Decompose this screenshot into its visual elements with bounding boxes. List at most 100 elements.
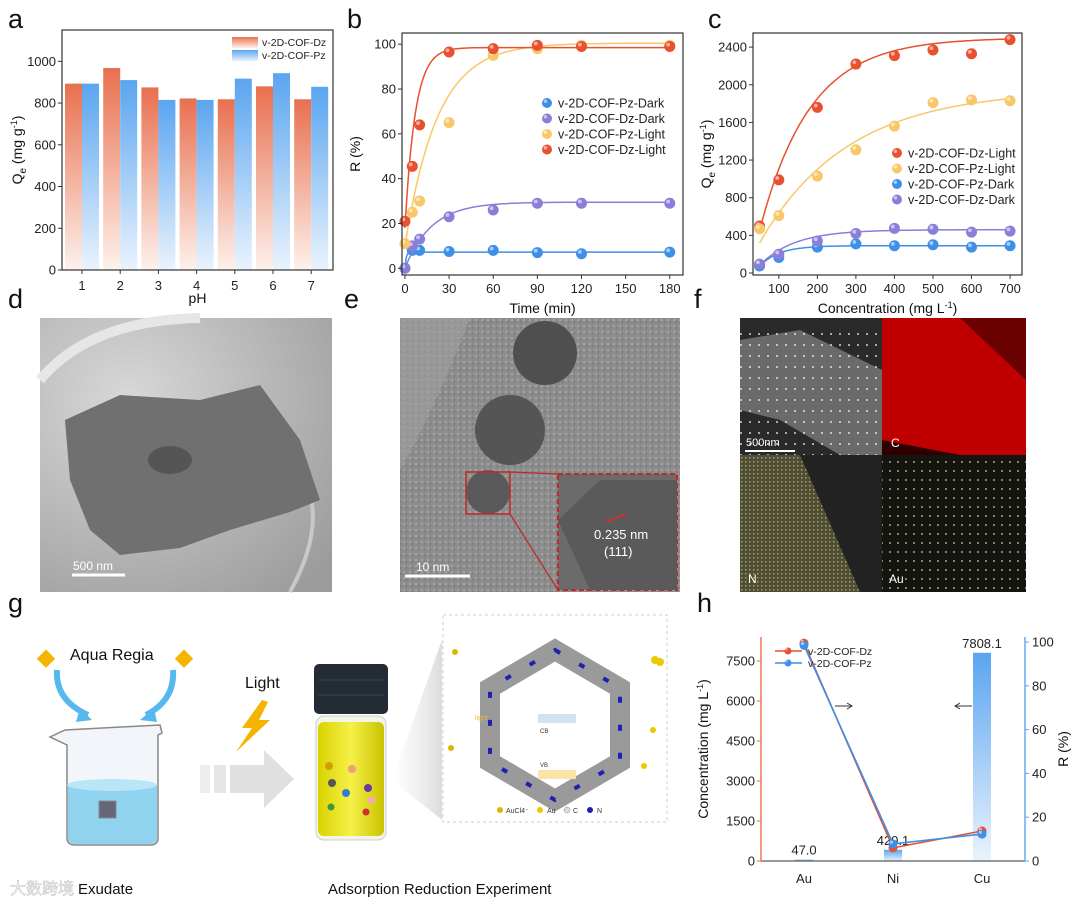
diamond-icon <box>36 649 56 668</box>
x-tick-label: Au <box>796 871 812 886</box>
y-axis-label: R (%) <box>347 136 363 172</box>
y-axis-label-left: Concentration (mg L-1) <box>695 679 711 819</box>
process-arrow-icon <box>200 750 294 808</box>
legend-label: v-2D-COF-Dz <box>262 37 326 49</box>
axis-label-close: ) <box>695 679 711 684</box>
chart-h-selectivity: 47.0Au420.1Ni7808.1Cuv-2D-COF-Dzv-2D-COF… <box>695 635 1071 886</box>
point-highlight <box>577 42 582 47</box>
point-highlight <box>666 199 671 204</box>
data-point <box>977 829 987 839</box>
axis-label-main: Concentration (mg L <box>818 300 945 316</box>
data-point <box>414 119 426 131</box>
point-highlight <box>775 250 780 255</box>
x-tick-label: 400 <box>884 281 906 296</box>
axis-label-main: Q <box>698 177 714 188</box>
data-point <box>406 206 418 218</box>
legend-label: v-2D-COF-Pz <box>262 50 326 62</box>
bar-dz-ph6 <box>256 86 273 270</box>
y-tick-label: 20 <box>1032 810 1046 825</box>
point-highlight <box>852 145 857 150</box>
bar-ni <box>884 849 902 861</box>
y-axis-label-right: R (%) <box>1055 731 1071 767</box>
x-tick-label: 3 <box>155 278 162 293</box>
data-point <box>892 179 902 189</box>
bar-cu <box>973 652 991 861</box>
axis-label-unit: (mg g <box>9 128 25 168</box>
bar-dz-ph7 <box>294 99 312 270</box>
point-highlight <box>785 659 788 663</box>
point-highlight <box>1006 242 1011 246</box>
point-highlight <box>852 229 857 234</box>
point-highlight <box>577 199 582 204</box>
panel-label-f: f <box>694 284 702 314</box>
point-highlight <box>929 46 934 51</box>
arrow-icon <box>53 669 90 718</box>
scale-bar-label: 500nm <box>746 437 780 449</box>
axis-label-main: Concentration (mg L <box>695 692 711 819</box>
point-highlight <box>893 149 898 153</box>
point-highlight <box>489 206 494 211</box>
bar-pz-ph6 <box>273 73 290 270</box>
x-tick-label: 180 <box>659 281 681 296</box>
arrow-icon <box>144 669 177 718</box>
watermark: 大数跨境 <box>10 879 74 898</box>
point-highlight <box>889 840 893 844</box>
point-highlight <box>543 114 548 119</box>
axis-label-close: ) <box>9 116 25 121</box>
point-highlight <box>852 60 857 65</box>
exudate-label: Exudate <box>78 881 133 898</box>
point-highlight <box>416 235 420 240</box>
vial-icon <box>314 664 388 841</box>
point-highlight <box>929 241 934 245</box>
data-point <box>888 240 900 252</box>
y-tick-label: 0 <box>740 266 747 281</box>
point-highlight <box>890 224 895 229</box>
data-point <box>664 246 676 258</box>
data-point <box>487 204 499 216</box>
point-highlight <box>890 122 895 127</box>
x-tick-label: 2 <box>117 278 124 293</box>
y-tick-label: 2000 <box>718 77 747 92</box>
y-tick-label: 80 <box>1032 678 1046 693</box>
point-highlight <box>408 162 413 167</box>
data-point <box>773 248 785 260</box>
y-tick-label: 0 <box>389 261 396 276</box>
y-tick-label: 20 <box>382 216 396 231</box>
data-point <box>531 197 543 209</box>
data-point <box>888 120 900 132</box>
point-highlight <box>543 130 548 134</box>
legend-label: v-2D-COF-Dz-Light <box>908 147 1016 161</box>
data-point <box>811 101 823 113</box>
panel-label-a: a <box>8 4 24 34</box>
y-tick-label: 1600 <box>718 115 747 130</box>
plot-frame <box>401 32 684 276</box>
bar-au <box>795 859 813 861</box>
data-point <box>1004 240 1016 252</box>
bar-pz-ph3 <box>158 99 176 270</box>
point-highlight <box>533 41 538 46</box>
lattice-plane-label: (111) <box>604 544 632 559</box>
data-point <box>542 129 552 139</box>
legend-c: C <box>573 808 578 815</box>
y-tick-label: 800 <box>34 96 56 111</box>
axis-label-sub: e <box>707 172 718 178</box>
y-tick-label: 800 <box>725 190 747 205</box>
point-highlight <box>785 647 788 651</box>
bar-dz-ph5 <box>217 99 235 270</box>
point-highlight <box>890 51 895 56</box>
point-highlight <box>967 228 972 233</box>
point-highlight <box>813 103 818 108</box>
axis-label-unit: (mg g <box>698 132 714 172</box>
schematic-g: Aqua Regia Light <box>10 614 668 898</box>
axis-label-close: ) <box>953 300 958 316</box>
point-highlight <box>489 44 494 49</box>
point-highlight <box>445 118 450 123</box>
panel-label-c: c <box>708 4 722 34</box>
vb-label: VB <box>540 763 548 769</box>
bar-dz-ph3 <box>141 87 159 271</box>
panel-label-b: b <box>347 4 362 34</box>
point-highlight <box>929 98 934 103</box>
x-tick-label: 5 <box>231 278 238 293</box>
axis-label-main: Q <box>9 173 25 184</box>
